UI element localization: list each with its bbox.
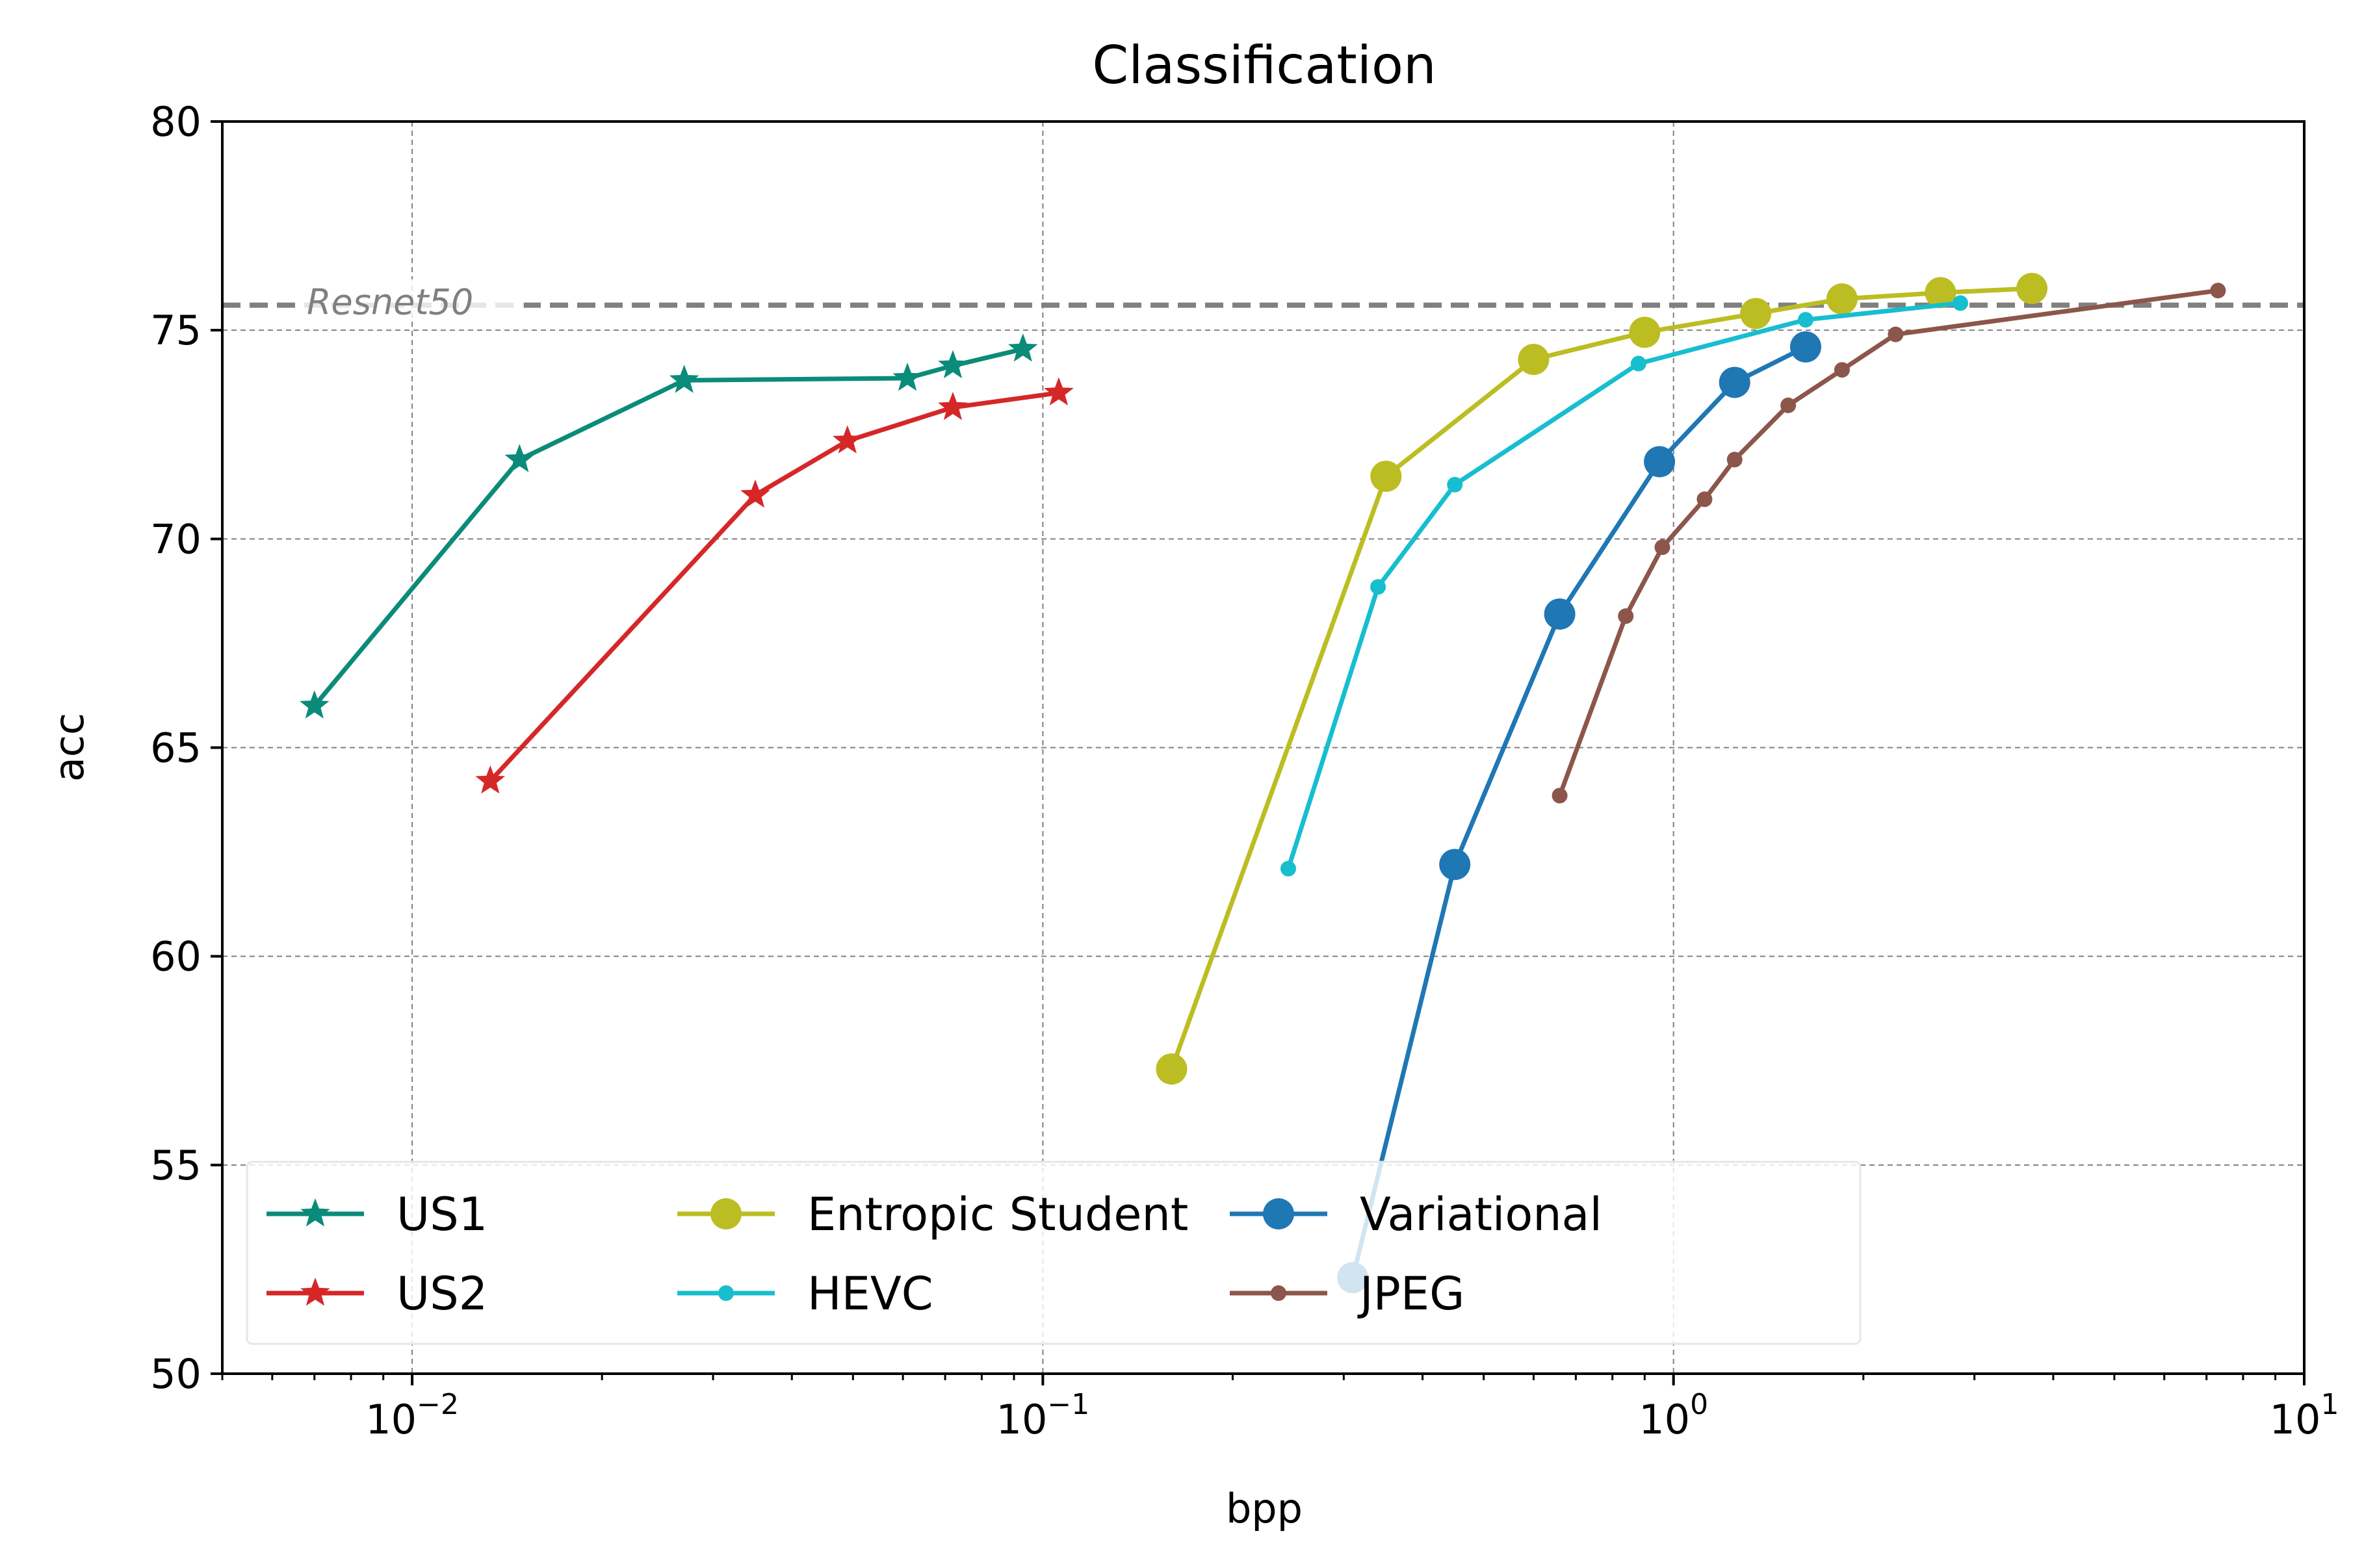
y-tick-label: 65 bbox=[150, 725, 201, 772]
data-point-hevc bbox=[1447, 476, 1463, 493]
legend: US1 US2 Entropic Student HEVC Variational JPE… bbox=[246, 1161, 1862, 1345]
legend-marker bbox=[718, 1285, 734, 1301]
data-point-jpeg bbox=[1726, 452, 1743, 468]
axes: 50 55 60 65 70 75 80 10−2 10−1 100 101 bbox=[150, 98, 2339, 1443]
data-point-hevc bbox=[1797, 312, 1813, 328]
data-point-entropic-student bbox=[1518, 344, 1550, 376]
series-line-entropic-student bbox=[1169, 286, 2033, 1070]
data-point-variational bbox=[1644, 446, 1676, 478]
data-point-variational bbox=[1719, 366, 1750, 398]
data-point-us2 bbox=[833, 425, 863, 454]
data-point-jpeg bbox=[1834, 362, 1850, 378]
legend-item-us1: US1 bbox=[266, 1188, 487, 1241]
legend-label: Entropic Student bbox=[807, 1188, 1188, 1241]
data-point-entropic-student bbox=[1740, 298, 1772, 329]
data-point-us2 bbox=[740, 479, 770, 508]
y-axis-label: acc bbox=[45, 713, 93, 782]
data-point-us1 bbox=[1008, 333, 1038, 362]
legend-label: US1 bbox=[396, 1188, 487, 1241]
data-point-us1 bbox=[504, 444, 535, 472]
legend-label: HEVC bbox=[807, 1267, 933, 1320]
data-point-entropic-student bbox=[1156, 1053, 1188, 1085]
y-tick-label: 50 bbox=[150, 1350, 201, 1398]
series-group bbox=[300, 272, 2226, 1294]
series-hevc bbox=[1280, 295, 1969, 877]
legend-item-variational: Variational bbox=[1230, 1188, 1602, 1241]
y-tick-label: 75 bbox=[150, 307, 201, 354]
data-point-us1 bbox=[892, 363, 922, 391]
legend-marker bbox=[1263, 1198, 1294, 1229]
y-tick-label: 60 bbox=[150, 933, 201, 981]
legend-label: US2 bbox=[396, 1267, 487, 1320]
y-tick-label: 70 bbox=[150, 515, 201, 563]
data-point-variational bbox=[1789, 331, 1821, 363]
reference-label: Resnet50 bbox=[307, 282, 473, 323]
x-axis-label: bpp bbox=[1226, 1485, 1303, 1532]
data-point-entropic-student bbox=[1370, 460, 1402, 492]
data-point-jpeg bbox=[2210, 283, 2226, 299]
legend-marker bbox=[300, 1198, 330, 1227]
x-tick-label: 10−2 bbox=[365, 1388, 459, 1443]
legend-label: JPEG bbox=[1357, 1267, 1464, 1320]
chart-title: Classification bbox=[1092, 35, 1436, 96]
series-jpeg bbox=[1552, 283, 2226, 804]
data-point-jpeg bbox=[1552, 788, 1568, 804]
series-line-hevc bbox=[1286, 300, 1961, 869]
x-tick-label: 10−1 bbox=[996, 1388, 1090, 1443]
data-point-entropic-student bbox=[1925, 277, 1956, 309]
data-point-variational bbox=[1544, 598, 1576, 630]
data-point-us2 bbox=[475, 765, 506, 794]
data-point-jpeg bbox=[1888, 326, 1904, 342]
data-point-hevc bbox=[1280, 860, 1297, 877]
legend-label: Variational bbox=[1360, 1188, 1602, 1241]
data-point-jpeg bbox=[1654, 539, 1670, 556]
data-point-hevc bbox=[1370, 579, 1386, 595]
y-tick-label: 55 bbox=[150, 1142, 201, 1189]
data-point-jpeg bbox=[1696, 491, 1713, 508]
data-point-us2 bbox=[938, 392, 968, 420]
data-point-us1 bbox=[300, 690, 330, 719]
reference-label-background bbox=[303, 279, 524, 320]
legend-marker bbox=[710, 1198, 742, 1229]
y-tick-label: 80 bbox=[150, 98, 201, 146]
data-point-entropic-student bbox=[1826, 283, 1858, 315]
data-point-variational bbox=[1439, 849, 1471, 880]
legend-box bbox=[246, 1161, 1862, 1345]
data-point-jpeg bbox=[1618, 608, 1634, 624]
x-tick-label: 101 bbox=[2270, 1388, 2339, 1443]
data-point-hevc bbox=[1630, 355, 1646, 372]
legend-item-hevc: HEVC bbox=[677, 1267, 933, 1320]
series-entropic-student bbox=[1156, 272, 2048, 1085]
series-us2 bbox=[475, 377, 1074, 794]
x-tick-label: 100 bbox=[1639, 1388, 1708, 1443]
legend-marker bbox=[300, 1278, 330, 1306]
data-point-entropic-student bbox=[2016, 272, 2048, 304]
legend-marker bbox=[1271, 1285, 1286, 1301]
data-point-us1 bbox=[669, 365, 699, 393]
legend-item-us2: US2 bbox=[266, 1267, 487, 1320]
data-point-us2 bbox=[1044, 377, 1074, 405]
data-point-entropic-student bbox=[1629, 316, 1661, 348]
legend-item-jpeg: JPEG bbox=[1230, 1267, 1464, 1320]
data-point-jpeg bbox=[1780, 397, 1797, 413]
legend-item-entropic-student: Entropic Student bbox=[677, 1188, 1188, 1241]
data-point-us1 bbox=[938, 350, 968, 379]
series-us1 bbox=[300, 333, 1038, 719]
data-point-hevc bbox=[1953, 295, 1969, 311]
